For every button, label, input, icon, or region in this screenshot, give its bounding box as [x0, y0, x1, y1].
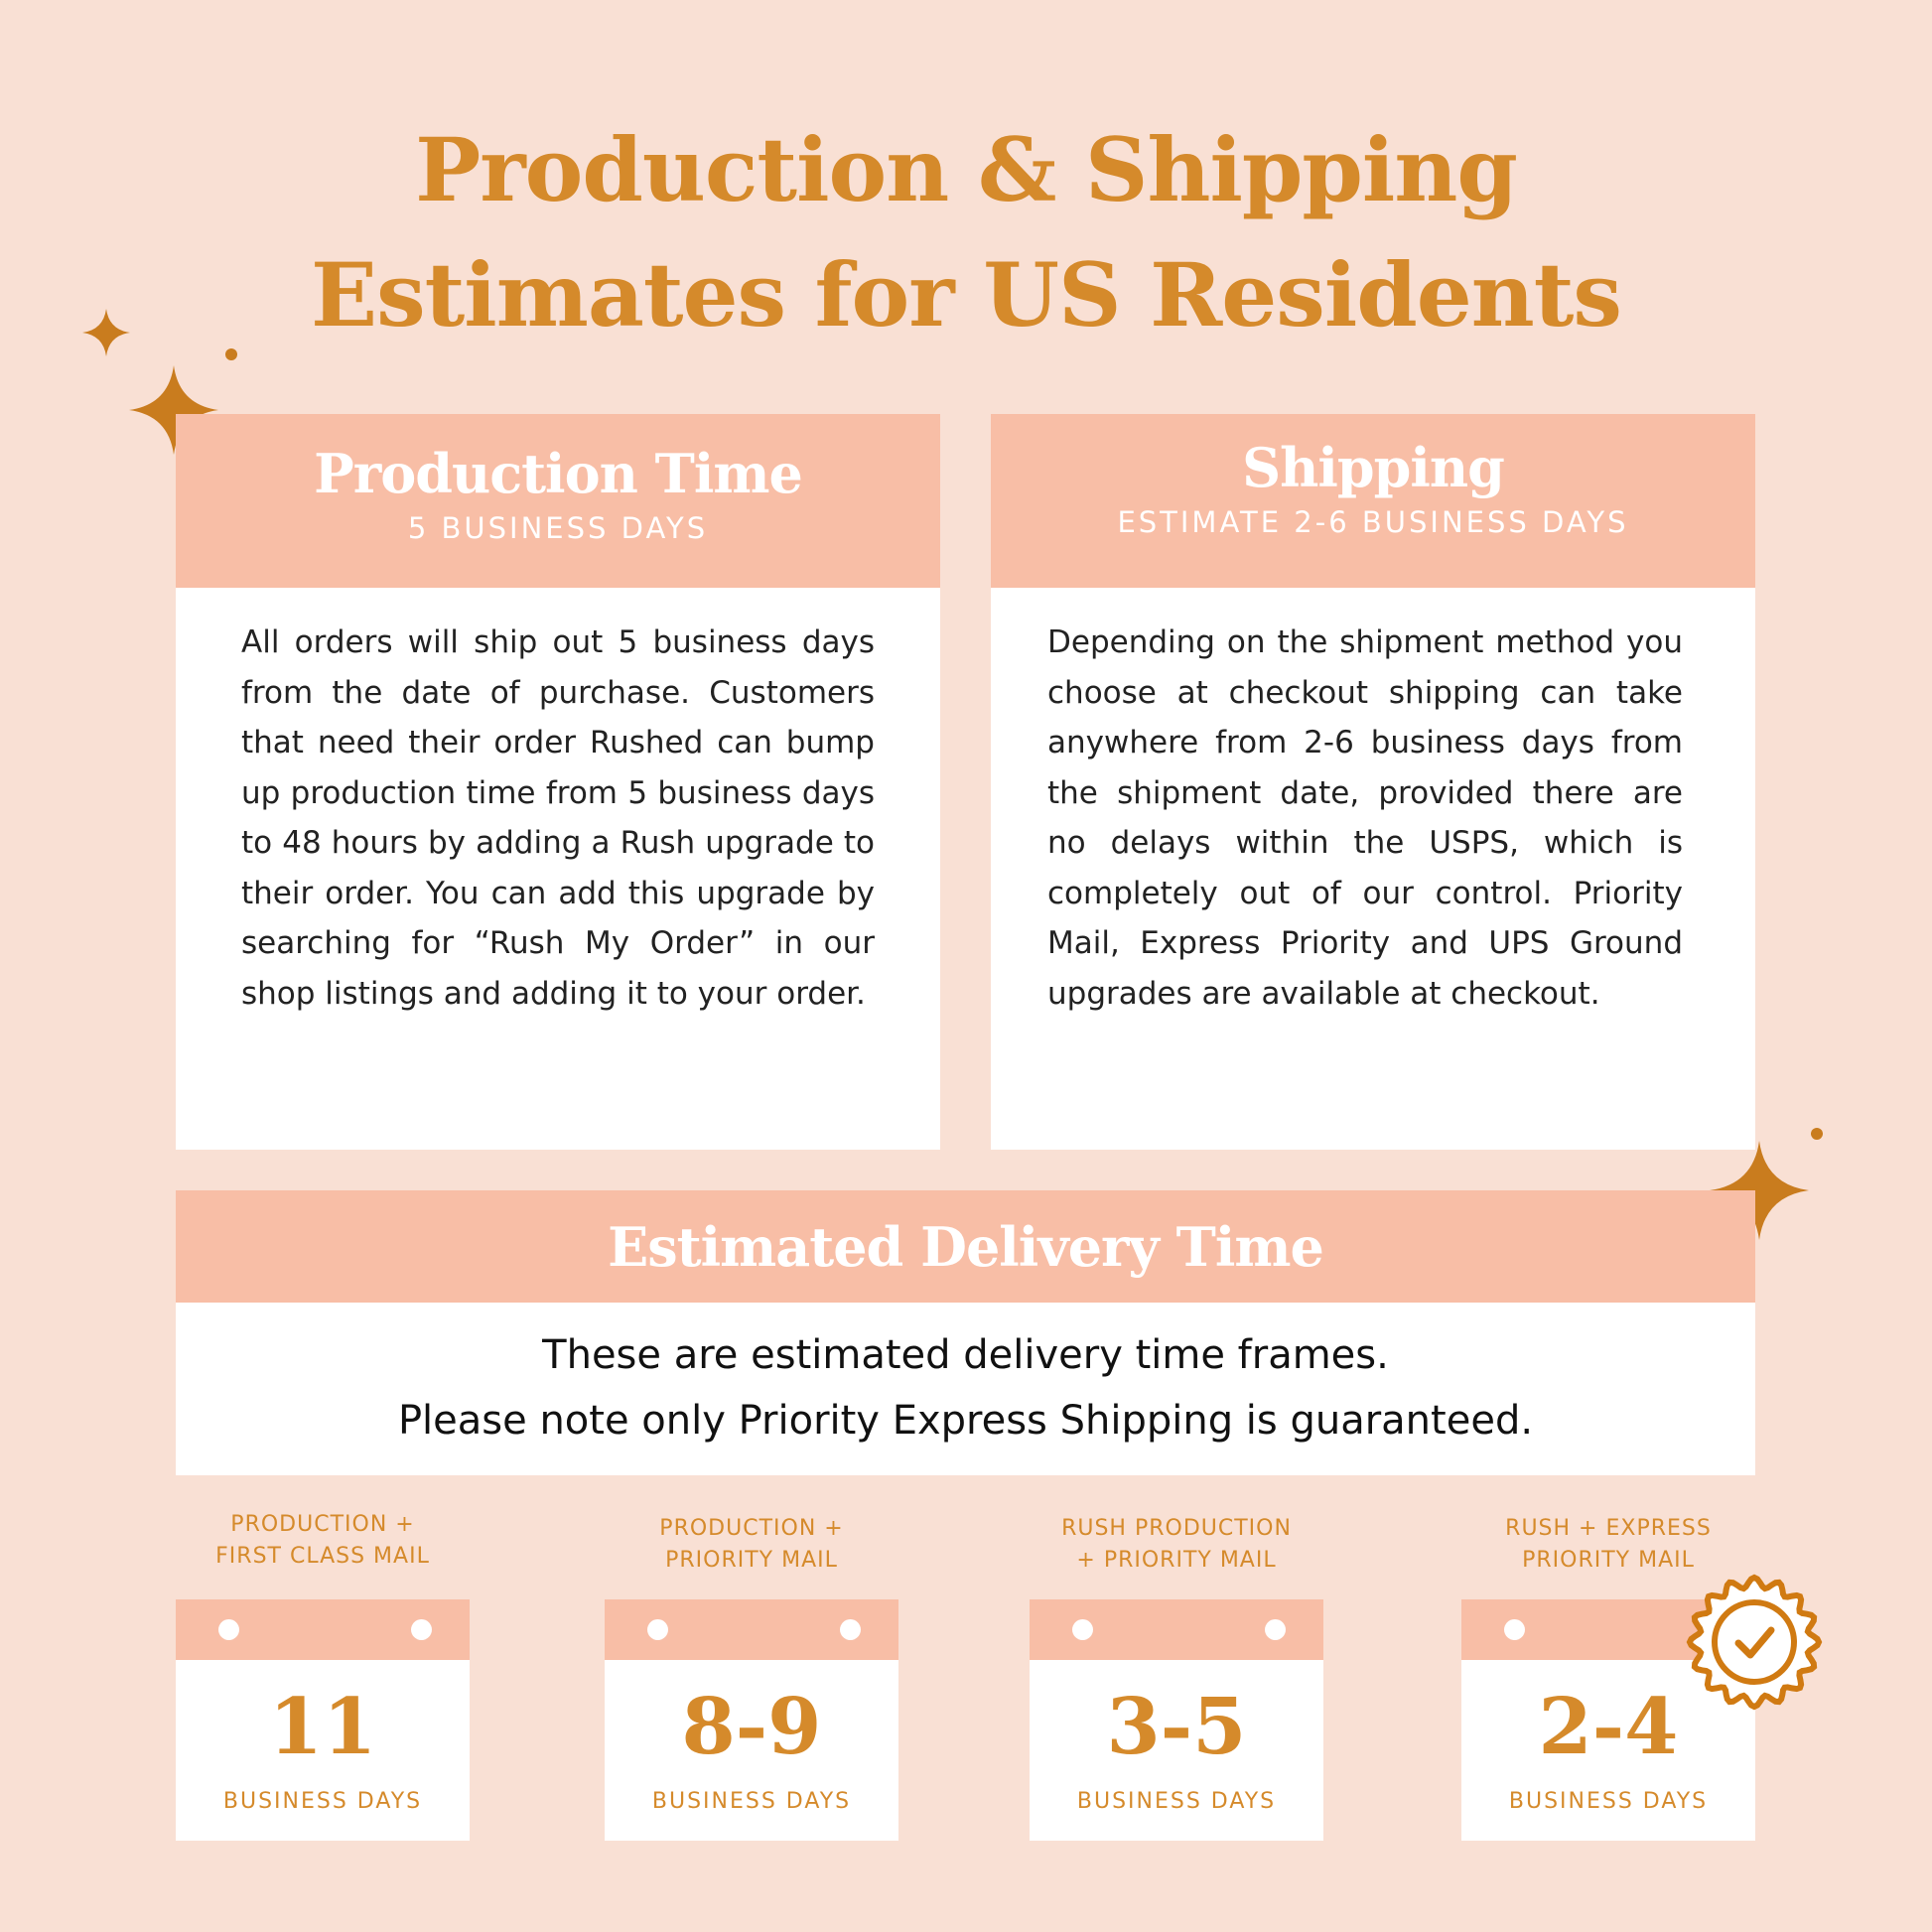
delivery-section: Estimated Delivery Time These are estima… — [176, 1190, 1755, 1475]
calendar-top — [176, 1599, 470, 1660]
days-unit: BUSINESS DAYS — [1076, 1789, 1277, 1814]
option-label: PRODUCTION + PRIORITY MAIL — [605, 1513, 898, 1577]
days-unit: BUSINESS DAYS — [222, 1789, 423, 1814]
option-label: RUSH + EXPRESS PRIORITY MAIL — [1461, 1513, 1755, 1577]
delivery-header: Estimated Delivery Time — [176, 1190, 1755, 1303]
calendar-top — [605, 1599, 898, 1660]
shipping-body: Depending on the shipment method you cho… — [1047, 624, 1683, 1012]
production-card: Production Time 5 BUSINESS DAYS All orde… — [176, 414, 940, 1150]
delivery-note-2: Please note only Priority Express Shippi… — [397, 1398, 1534, 1444]
ring-hole-icon — [1072, 1619, 1093, 1640]
ring-hole-icon — [218, 1619, 239, 1640]
calendar-top — [1030, 1599, 1323, 1660]
option-label: RUSH PRODUCTION + PRIORITY MAIL — [1030, 1513, 1323, 1577]
shipping-card: Shipping ESTIMATE 2-6 BUSINESS DAYS Depe… — [991, 414, 1755, 1150]
option-label-line: PRIORITY MAIL — [665, 1548, 838, 1573]
ring-hole-icon — [1504, 1619, 1525, 1640]
option-label-line: PRODUCTION + — [230, 1512, 415, 1537]
calendar-card: 3-5 BUSINESS DAYS — [1030, 1599, 1323, 1841]
sparkle-icon — [82, 309, 130, 356]
ring-hole-icon — [840, 1619, 861, 1640]
title-line-1: Production & Shipping — [415, 118, 1518, 221]
option-label-line: + PRIORITY MAIL — [1076, 1548, 1277, 1573]
production-subheading: 5 BUSINESS DAYS — [407, 511, 709, 545]
ring-hole-icon — [647, 1619, 668, 1640]
days-value: 8-9 — [681, 1682, 822, 1772]
production-header: Production Time 5 BUSINESS DAYS — [176, 414, 940, 588]
dot-icon — [1811, 1128, 1823, 1140]
ring-hole-icon — [1265, 1619, 1286, 1640]
option-label-line: PRIORITY MAIL — [1522, 1548, 1695, 1573]
title-line-2: Estimates for US Residents — [311, 243, 1622, 346]
shipping-subheading: ESTIMATE 2-6 BUSINESS DAYS — [1117, 505, 1629, 539]
option-label-line: PRODUCTION + — [659, 1516, 844, 1541]
calendar-card: 11 BUSINESS DAYS — [176, 1599, 470, 1841]
days-unit: BUSINESS DAYS — [651, 1789, 852, 1814]
option-label-line: RUSH PRODUCTION — [1061, 1516, 1292, 1541]
calendar-card: 8-9 BUSINESS DAYS — [605, 1599, 898, 1841]
option-label-line: RUSH + EXPRESS — [1505, 1516, 1712, 1541]
option-label: PRODUCTION + FIRST CLASS MAIL — [176, 1509, 470, 1573]
days-value: 3-5 — [1106, 1682, 1247, 1772]
days-value: 2-4 — [1538, 1682, 1679, 1772]
delivery-body: These are estimated delivery time frames… — [176, 1303, 1755, 1475]
production-body: All orders will ship out 5 business days… — [241, 624, 875, 1012]
check-badge-icon — [1686, 1574, 1823, 1711]
delivery-note-1: These are estimated delivery time frames… — [542, 1332, 1389, 1378]
delivery-heading: Estimated Delivery Time — [608, 1214, 1324, 1279]
dot-icon — [225, 348, 237, 360]
ring-hole-icon — [411, 1619, 432, 1640]
page-title: Production & Shipping Estimates for US R… — [0, 107, 1932, 357]
option-label-line: FIRST CLASS MAIL — [215, 1544, 430, 1569]
days-value: 11 — [268, 1682, 377, 1772]
shipping-header: Shipping ESTIMATE 2-6 BUSINESS DAYS — [991, 414, 1755, 588]
sparkle-icon — [1710, 1141, 1809, 1240]
production-heading: Production Time — [314, 442, 803, 505]
days-unit: BUSINESS DAYS — [1508, 1789, 1709, 1814]
shipping-heading: Shipping — [1242, 436, 1505, 499]
